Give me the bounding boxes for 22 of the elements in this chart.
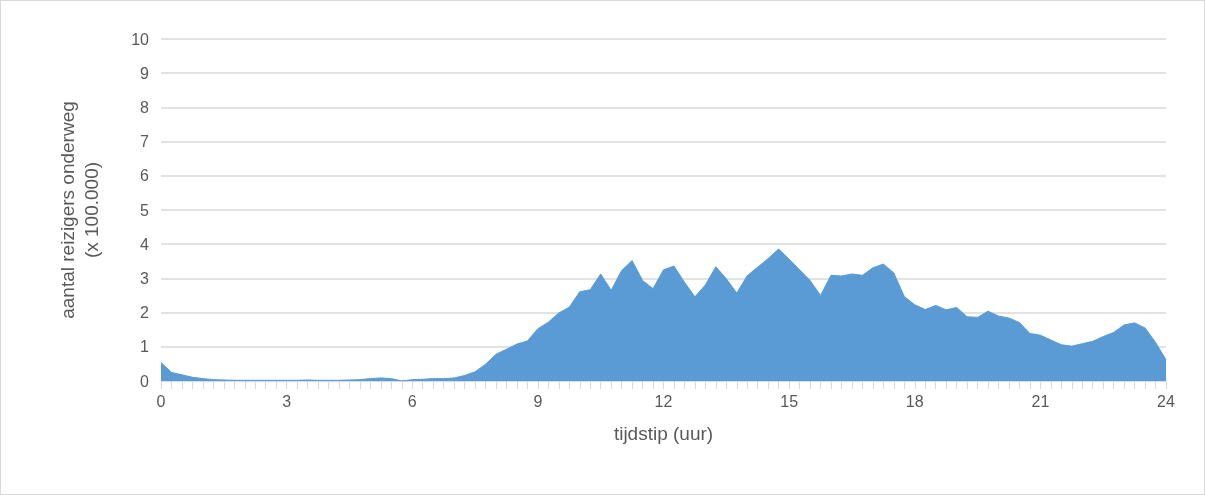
x-tick-label: 9: [533, 392, 543, 410]
x-tick-label: 24: [1157, 392, 1175, 410]
x-tick-label: 0: [156, 392, 166, 410]
x-tick-label: 3: [282, 392, 292, 410]
x-tick-label: 15: [780, 392, 799, 410]
y-tick-label: 0: [140, 372, 150, 390]
y-tick-label: 2: [140, 304, 150, 322]
x-tick-label: 6: [407, 392, 417, 410]
y-tick-label: 3: [140, 269, 150, 287]
y-tick-label: 9: [140, 64, 150, 82]
x-tick-label: 21: [1031, 392, 1050, 410]
y-tick-label: 4: [140, 235, 150, 253]
y-tick-label: 7: [140, 133, 150, 151]
x-tick-label: 18: [905, 392, 924, 410]
y-tick-label: 5: [140, 201, 150, 219]
x-tick-label: 12: [654, 392, 673, 410]
y-tick-label: 10: [131, 30, 150, 48]
y-axis-title: aantal reizigers onderweg (x 100.000): [56, 101, 102, 319]
y-tick-label: 6: [140, 167, 150, 185]
y-tick-label: 1: [140, 338, 150, 356]
y-tick-label: 8: [140, 98, 150, 116]
x-axis-title: tijdstip (uur): [613, 422, 714, 444]
